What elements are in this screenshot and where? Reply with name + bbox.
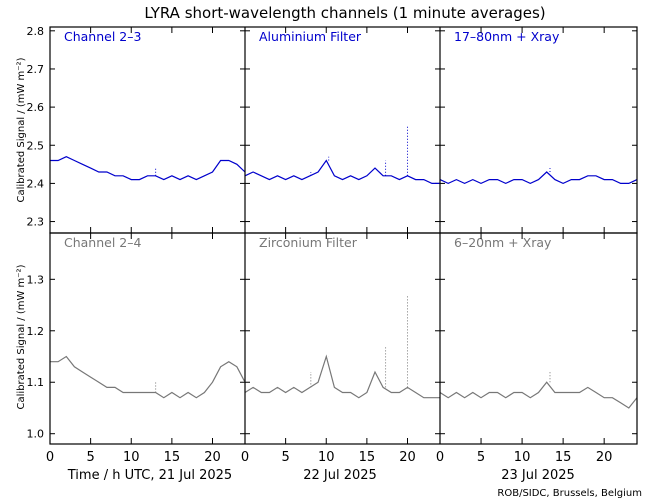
ytick-label-top-4: 2.7 — [27, 63, 45, 76]
series-line-top-day2 — [244, 159, 440, 184]
ytick-label-top-5: 2.8 — [27, 25, 45, 38]
xtick-label-day3-1: 5 — [477, 450, 485, 465]
xtick-label-day1-3: 15 — [164, 450, 181, 465]
xtick-label-day3-2: 10 — [514, 450, 531, 465]
credit-text: ROB/SIDC, Brussels, Belgium — [497, 488, 642, 499]
panel-title-top-1: Channel 2–3 — [64, 29, 141, 44]
day-label-3: 23 Jul 2025 — [501, 468, 575, 483]
ytick-label-bottom-0: 1.0 — [27, 428, 45, 441]
xtick-label-day2-3: 15 — [359, 450, 376, 465]
series-line-bottom-day1 — [50, 355, 246, 399]
xtick-label-day2-2: 10 — [318, 450, 335, 465]
plot-layer: 2.3 2.4 2.5 2.6 2.7 2.8 Channel 2–3 Aluminium F… — [27, 25, 638, 465]
ylabel-bottom: Calibrated Signal / (mW m⁻²) — [16, 264, 27, 409]
day-label-1: Time / h UTC, 21 Jul 2025 — [67, 468, 232, 483]
day-label-2: 22 Jul 2025 — [303, 468, 377, 483]
series-line-bottom-day3 — [439, 381, 638, 409]
xtick-label-day1-0: 0 — [46, 450, 54, 465]
ylabel-top: Calibrated Signal / (mW m⁻²) — [16, 57, 27, 202]
series-line-bottom-day2 — [244, 354, 440, 399]
series-line-top-day1 — [50, 156, 246, 181]
ytick-label-bottom-3: 1.3 — [27, 273, 45, 286]
panel-title-top-2: Aluminium Filter — [259, 29, 362, 44]
xtick-label-day2-0: 0 — [241, 450, 249, 465]
ytick-label-top-1: 2.4 — [27, 177, 45, 190]
xtick-label-day3-4: 20 — [596, 450, 613, 465]
panel-frame-top — [49, 26, 638, 234]
panel-title-top-3: 17–80nm + Xray — [454, 29, 560, 44]
xtick-label-day1-1: 5 — [86, 450, 94, 465]
xtick-label-day2-4: 20 — [399, 450, 416, 465]
series-line-top-day3 — [439, 171, 638, 185]
chart-title: LYRA short-wavelength channels (1 minute… — [144, 4, 545, 22]
xtick-label-day2-1: 5 — [281, 450, 289, 465]
ytick-label-top-2: 2.5 — [27, 139, 45, 152]
panel-title-bottom-2: Zirconium Filter — [259, 235, 358, 250]
xtick-label-day1-2: 10 — [123, 450, 140, 465]
ytick-label-bottom-2: 1.2 — [27, 325, 45, 338]
ytick-label-bottom-1: 1.1 — [27, 376, 45, 389]
panel-title-bottom-1: Channel 2–4 — [64, 235, 141, 250]
panel-frame-bottom — [49, 232, 638, 445]
ytick-label-top-0: 2.3 — [27, 216, 45, 229]
xtick-label-day3-3: 15 — [555, 450, 572, 465]
ytick-label-top-3: 2.6 — [27, 101, 45, 114]
xtick-label-day1-4: 20 — [204, 450, 221, 465]
xtick-label-day3-0: 0 — [436, 450, 444, 465]
panel-title-bottom-3: 6–20nm + Xray — [454, 235, 552, 250]
